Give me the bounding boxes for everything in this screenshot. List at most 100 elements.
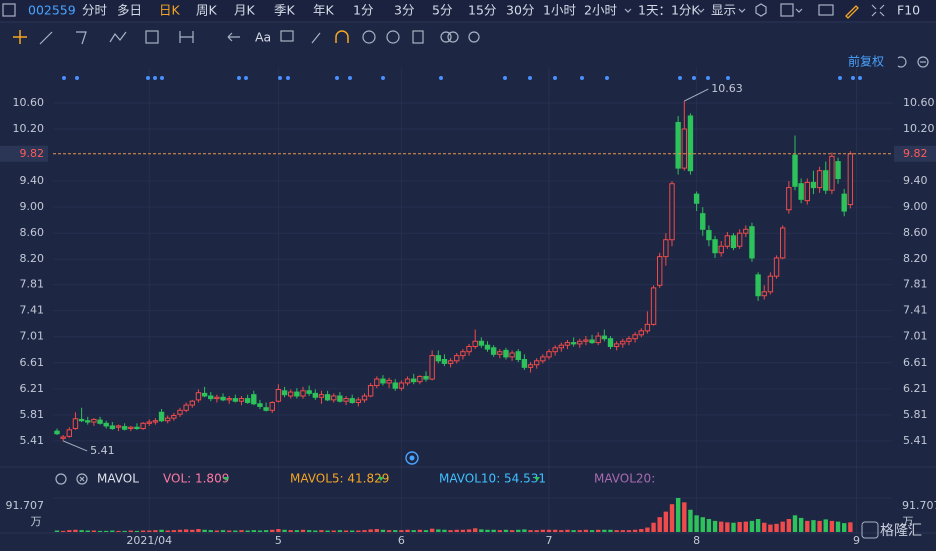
y-tick-label-right: 7.41 <box>903 304 928 317</box>
candle-body <box>595 335 601 344</box>
volume-bar <box>823 519 828 532</box>
panel-settings[interactable] <box>55 473 67 485</box>
candle-body <box>60 436 66 439</box>
candle-body <box>109 425 116 430</box>
volume-bar <box>565 529 570 532</box>
candle-body <box>657 256 663 286</box>
timeframe-tab[interactable]: 1天：1分K <box>638 3 700 18</box>
last-price-box-right <box>894 145 936 162</box>
candle-body <box>300 390 306 397</box>
channel-tool[interactable] <box>76 31 87 45</box>
dropdown-arrow[interactable] <box>697 8 705 13</box>
volume-bar <box>147 530 152 532</box>
hide-tool[interactable] <box>386 30 400 44</box>
candle-body <box>195 392 202 401</box>
candle-body <box>724 235 731 247</box>
timeframe-tab[interactable]: 显示 <box>711 3 736 18</box>
annotation-label: 5.41 <box>90 444 115 457</box>
candle-body <box>275 388 282 402</box>
candle-body <box>78 418 85 422</box>
stock-code[interactable]: 002559 <box>28 3 76 18</box>
volume-bar <box>497 530 502 532</box>
locate-icon[interactable] <box>405 451 419 465</box>
volume-bar <box>300 529 306 532</box>
volume-unit-right: 万 <box>903 515 914 528</box>
timeframe-tab[interactable]: 5分 <box>432 3 452 18</box>
dropdown-arrow[interactable] <box>738 8 746 13</box>
volume-bar <box>227 530 232 532</box>
candle-body <box>472 340 478 347</box>
timeframe-tab[interactable]: 3分 <box>394 3 414 18</box>
timeframe-tab[interactable]: 2小时 <box>584 3 617 18</box>
settings-icon[interactable] <box>755 3 767 17</box>
pencil-icon[interactable] <box>845 5 859 19</box>
volume-bar <box>485 529 490 532</box>
volume-bar <box>276 529 281 532</box>
delete-tool[interactable] <box>412 30 424 44</box>
timeframe-tab[interactable]: 分时 <box>82 3 108 18</box>
measure-tool[interactable] <box>179 31 194 43</box>
volume-bar <box>85 530 90 532</box>
candle-body <box>466 345 472 353</box>
candle-body <box>337 395 343 402</box>
panel-close[interactable] <box>76 473 88 485</box>
checkbox[interactable] <box>780 3 794 17</box>
setting-tool[interactable] <box>468 31 480 43</box>
volume-bar <box>811 520 816 532</box>
timeframe-tab[interactable]: 周K <box>196 3 218 18</box>
volume-bar <box>835 521 841 532</box>
adjust-button[interactable]: 前复权 <box>848 54 884 69</box>
volume-bar <box>632 529 638 532</box>
volume-bar <box>780 521 785 532</box>
note-tool[interactable] <box>280 30 294 42</box>
dropdown-arrow[interactable] <box>624 8 632 13</box>
menu-icon[interactable] <box>2 3 16 17</box>
volume-bar <box>509 530 515 532</box>
timeframe-tab[interactable]: 15分 <box>468 3 496 18</box>
volume-bar <box>177 529 183 532</box>
y-tick-label-right: 10.20 <box>903 122 935 135</box>
volume-bar <box>491 529 496 532</box>
timeframe-tab[interactable]: 1小时 <box>543 3 576 18</box>
magnet-tool[interactable] <box>335 30 349 43</box>
fullscreen-icon[interactable] <box>871 4 885 17</box>
undo-icon[interactable] <box>897 56 907 68</box>
candle-body <box>786 187 792 211</box>
y-tick-label-left: 5.81 <box>20 408 45 421</box>
timeframe-tab[interactable]: 多日 <box>117 3 142 18</box>
timeframe-tab[interactable]: 年K <box>313 3 335 18</box>
candle-body <box>404 378 411 384</box>
indicator-name[interactable]: MAVOL <box>97 472 139 486</box>
ruler-tool[interactable] <box>311 32 321 44</box>
candle-body <box>103 422 109 427</box>
link-tool[interactable] <box>440 31 452 43</box>
volume-bar <box>583 529 589 532</box>
candle-body <box>281 390 288 396</box>
arrow-tool[interactable] <box>227 32 240 42</box>
crosshair-tool[interactable] <box>13 30 27 44</box>
f10-button[interactable]: F10 <box>897 3 920 18</box>
dropdown-arrow[interactable] <box>795 8 803 13</box>
timeframe-tab[interactable]: 1分 <box>353 3 373 18</box>
text-tool[interactable]: Aa <box>255 30 271 45</box>
timeframe-tab[interactable]: 月K <box>234 3 256 18</box>
panel-close-x <box>79 476 85 482</box>
volume-bar <box>479 529 484 532</box>
line-tool[interactable] <box>39 31 53 45</box>
timeframe-tab[interactable]: 30分 <box>506 3 534 18</box>
camera-icon[interactable] <box>818 4 834 16</box>
candle-body <box>743 228 749 234</box>
wave-tool[interactable] <box>109 31 127 43</box>
volume-bar <box>208 530 213 532</box>
lock-tool[interactable] <box>362 30 376 44</box>
timeframe-tab[interactable]: 季K <box>274 3 296 18</box>
fib-tool[interactable] <box>145 30 159 44</box>
candle-body <box>269 401 275 411</box>
candle-body <box>527 364 534 368</box>
zoom-out-icon[interactable] <box>917 56 929 68</box>
timeframe-tab[interactable]: 日K <box>159 3 181 18</box>
volume-bar <box>294 530 300 532</box>
candle-body <box>736 232 743 247</box>
